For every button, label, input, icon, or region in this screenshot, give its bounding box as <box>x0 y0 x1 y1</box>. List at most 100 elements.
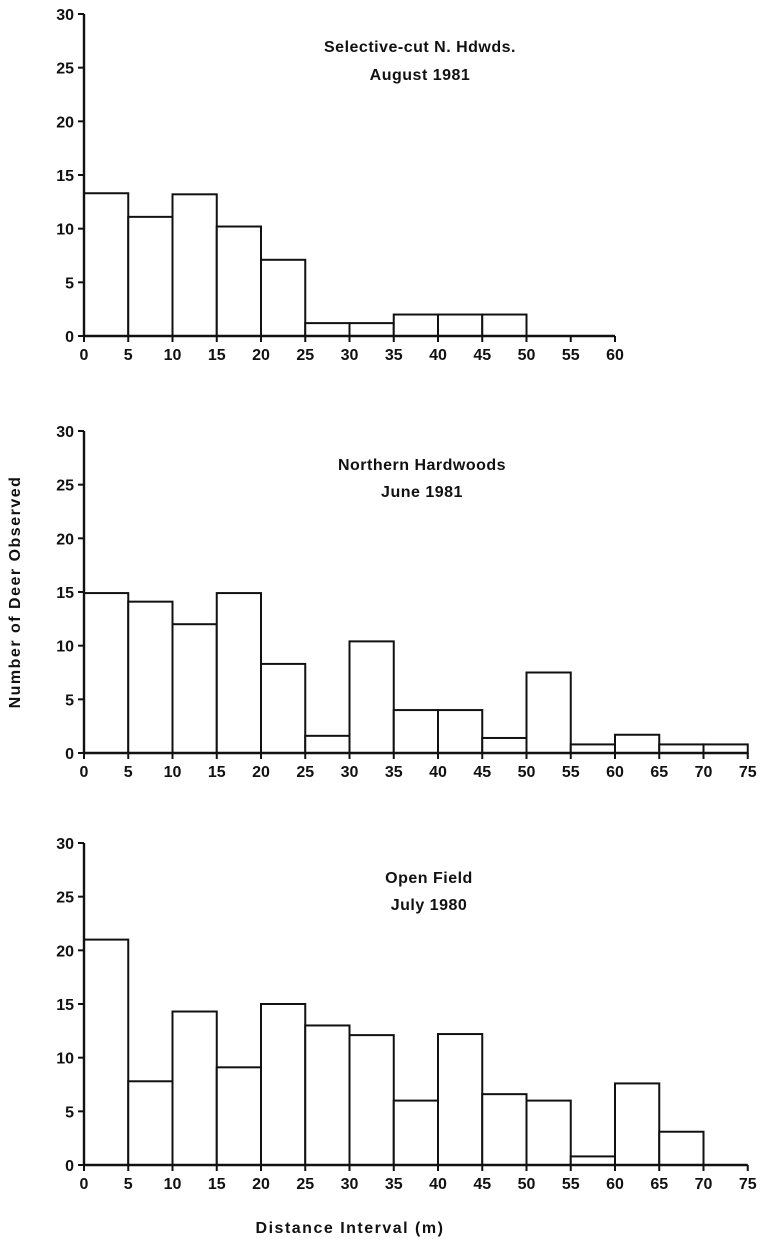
x-tick-label: 55 <box>562 347 580 364</box>
histogram-bar <box>260 258 307 337</box>
panel-title: Selective-cut N. Hdwds. <box>324 39 516 56</box>
histogram-bar <box>392 709 439 754</box>
histogram-panel-2: 0 5 10 15 20 25 30 0 5 10 15 20 25 30 35 40 45 50 55 60 65 70… <box>56 424 757 781</box>
x-tick-label: 35 <box>385 1176 403 1193</box>
x-tick-label: 50 <box>518 347 536 364</box>
histogram-bar <box>171 1010 218 1166</box>
histogram-bar <box>304 734 351 754</box>
x-tick-label: 0 <box>80 764 89 781</box>
histogram-bar <box>525 1099 572 1166</box>
y-tick-label: 30 <box>56 7 74 24</box>
histogram-bar <box>658 743 705 754</box>
y-tick-label: 15 <box>56 168 74 185</box>
y-tick-label: 15 <box>56 585 74 602</box>
x-tick-label: 75 <box>739 1176 757 1193</box>
x-tick-label: 5 <box>124 1176 133 1193</box>
x-tick-label: 25 <box>296 347 314 364</box>
panel-subtitle: July 1980 <box>391 897 468 914</box>
y-tick-label: 25 <box>56 478 74 495</box>
y-tick-label: 10 <box>56 1051 74 1068</box>
histogram-bar <box>437 1033 484 1167</box>
y-tick-label: 5 <box>65 275 74 292</box>
x-tick-label: 60 <box>606 347 624 364</box>
x-tick-label: 45 <box>473 764 491 781</box>
histogram-bar <box>392 313 439 337</box>
x-tick-label: 30 <box>341 1176 359 1193</box>
y-tick-label: 5 <box>65 1104 74 1121</box>
histogram-bar <box>702 743 749 754</box>
y-tick-label: 20 <box>56 531 74 548</box>
y-tick-label: 0 <box>65 1158 74 1175</box>
histogram-bar <box>171 623 218 755</box>
x-tick-label: 75 <box>739 764 757 781</box>
x-tick-label: 40 <box>429 347 447 364</box>
x-tick-label: 30 <box>341 764 359 781</box>
y-tick-label: 25 <box>56 890 74 907</box>
x-tick-label: 60 <box>606 1176 624 1193</box>
x-tick-label: 15 <box>208 764 226 781</box>
x-tick-label: 45 <box>473 1176 491 1193</box>
x-tick-label: 70 <box>695 1176 713 1193</box>
y-axis-title: Number of Deer Observed <box>7 476 24 709</box>
y-tick-label: 20 <box>56 114 74 131</box>
x-axis-title: Distance Interval (m) <box>256 1220 445 1237</box>
histogram-bar <box>525 671 572 754</box>
histogram-bar <box>260 1003 307 1166</box>
histogram-bar <box>127 215 174 337</box>
x-tick-label: 60 <box>606 764 624 781</box>
histogram-bar <box>481 736 528 754</box>
histogram-bar <box>348 640 395 755</box>
x-tick-label: 25 <box>296 764 314 781</box>
x-tick-label: 20 <box>252 347 270 364</box>
x-tick-label: 20 <box>252 764 270 781</box>
x-tick-label: 10 <box>164 1176 182 1193</box>
histogram-bar <box>83 938 130 1166</box>
y-tick-label: 25 <box>56 61 74 78</box>
x-tick-label: 5 <box>124 764 133 781</box>
y-tick-label: 20 <box>56 943 74 960</box>
x-tick-label: 65 <box>650 1176 668 1193</box>
histogram-bar <box>348 1034 395 1167</box>
x-tick-label: 20 <box>252 1176 270 1193</box>
y-tick-label: 5 <box>65 692 74 709</box>
histogram-bar <box>658 1130 705 1167</box>
x-tick-label: 40 <box>429 764 447 781</box>
panel-subtitle: August 1981 <box>370 67 471 84</box>
histogram-bar <box>437 313 484 337</box>
histogram-bar <box>569 1155 616 1166</box>
x-tick-label: 25 <box>296 1176 314 1193</box>
y-tick-label: 0 <box>65 746 74 763</box>
y-tick-label: 30 <box>56 836 74 853</box>
x-tick-label: 70 <box>695 764 713 781</box>
histogram-bar <box>481 1093 528 1167</box>
panel-title: Northern Hardwoods <box>338 457 506 474</box>
x-tick-label: 50 <box>518 1176 536 1193</box>
x-tick-label: 45 <box>473 347 491 364</box>
y-tick-label: 10 <box>56 222 74 239</box>
histogram-bar <box>392 1099 439 1166</box>
x-tick-label: 30 <box>341 347 359 364</box>
x-tick-label: 55 <box>562 1176 580 1193</box>
x-tick-label: 10 <box>164 764 182 781</box>
histogram-bar <box>83 592 130 754</box>
x-tick-label: 40 <box>429 1176 447 1193</box>
histogram-bar <box>304 322 351 337</box>
histogram-bar <box>215 1066 262 1166</box>
histogram-bar <box>215 225 262 338</box>
x-tick-label: 15 <box>208 1176 226 1193</box>
x-tick-label: 35 <box>385 764 403 781</box>
histogram-bar <box>348 322 395 337</box>
y-tick-label: 10 <box>56 639 74 656</box>
histogram-bar <box>614 733 661 755</box>
x-tick-label: 15 <box>208 347 226 364</box>
x-tick-label: 35 <box>385 347 403 364</box>
y-tick-label: 0 <box>65 329 74 346</box>
x-tick-label: 0 <box>80 1176 89 1193</box>
histogram-bar <box>171 193 218 337</box>
histogram-bar <box>260 662 307 754</box>
x-tick-label: 50 <box>518 764 536 781</box>
y-tick-label: 15 <box>56 997 74 1014</box>
histogram-bar <box>614 1082 661 1166</box>
histogram-panel-3: 0 5 10 15 20 25 30 0 5 10 15 20 25 30 35 40 45 50 55 60 65 70… <box>56 836 757 1193</box>
